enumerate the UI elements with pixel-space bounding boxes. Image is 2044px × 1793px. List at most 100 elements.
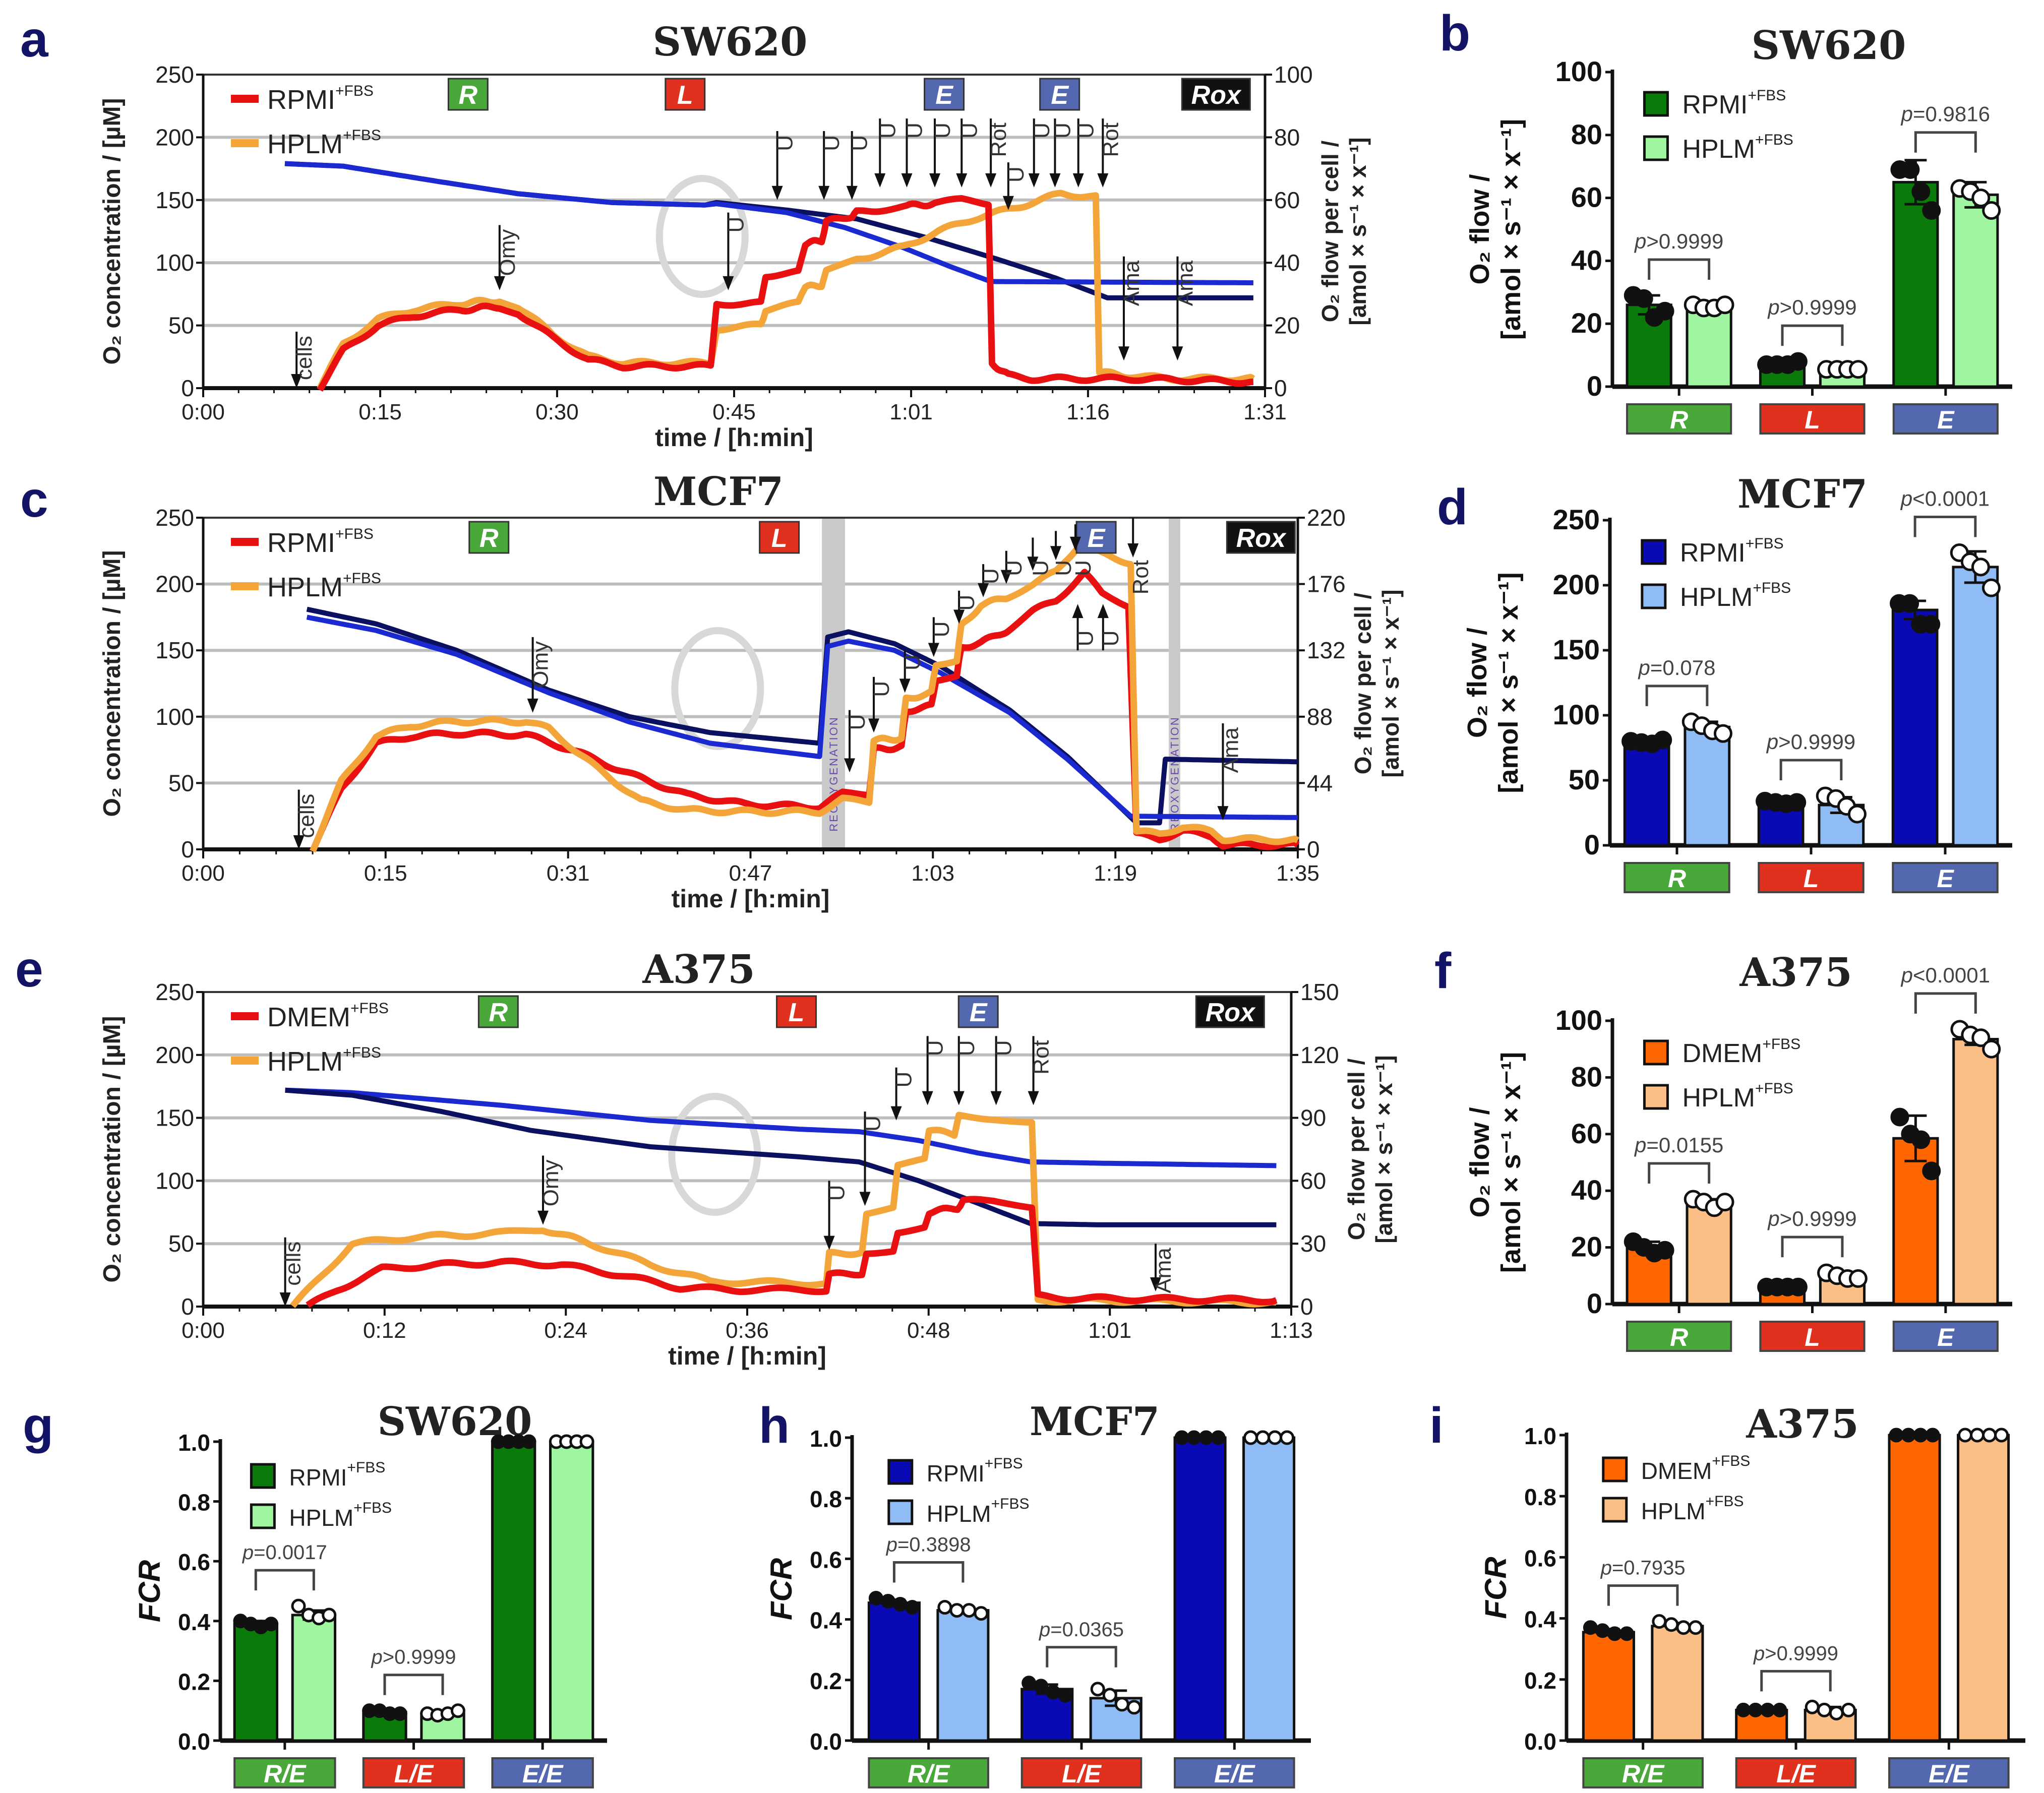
- data-point: [1900, 594, 1919, 613]
- data-point: [1021, 1676, 1037, 1691]
- significance-bracket: [254, 1569, 315, 1591]
- category-label: E/E: [522, 1760, 564, 1788]
- data-point: [1901, 1428, 1916, 1443]
- x-tick-label: 0:30: [535, 400, 579, 424]
- annotation-label: U: [825, 1185, 850, 1201]
- legend-superscript: +FBS: [343, 570, 381, 587]
- annotation-label: U: [957, 122, 982, 139]
- legend-superscript: +FBS: [353, 1500, 392, 1516]
- p-symbol: p: [1766, 730, 1778, 754]
- y-tick-label: 40: [1571, 1174, 1602, 1206]
- p-value: p<0.0001: [1900, 963, 1990, 987]
- arrowhead-icon: [1097, 604, 1109, 619]
- phase-box: [759, 521, 800, 554]
- data-point: [1788, 1277, 1808, 1296]
- p-value: p=0.9816: [1900, 102, 1990, 126]
- y-tick-label: 100: [1555, 55, 1602, 87]
- p-value-text: >0.9999: [1765, 1642, 1838, 1664]
- x-tick-label: 0:00: [182, 1318, 225, 1343]
- data-point: [880, 1594, 895, 1609]
- data-point: [1607, 1626, 1622, 1641]
- phase-label: R: [489, 998, 508, 1027]
- annotation-label: Omy: [495, 229, 520, 276]
- data-point: [291, 1598, 306, 1614]
- y-tick-label: 0.6: [178, 1549, 210, 1575]
- arrowhead-icon: [771, 186, 783, 200]
- data-point: [264, 1617, 279, 1632]
- arrowhead-icon: [1172, 346, 1183, 361]
- data-point: [1634, 289, 1653, 308]
- data-point: [1715, 295, 1734, 315]
- data-point: [1890, 1107, 1909, 1127]
- category-label: R/E: [1622, 1760, 1665, 1788]
- panel-g-bar-chart: g SW6200.00.20.40.60.81.0FCRR/Ep=0.0017L/…: [23, 1397, 607, 1788]
- significance-bracket: [1781, 1235, 1844, 1258]
- data-point: [1676, 1620, 1691, 1635]
- arrowhead-icon: [723, 276, 734, 290]
- data-point: [1736, 1702, 1751, 1717]
- legend-superscript: +FBS: [343, 127, 381, 144]
- arrowhead-icon: [874, 173, 886, 188]
- annotation-label: U: [861, 1116, 885, 1132]
- data-point: [1126, 1700, 1141, 1715]
- arrowhead-icon: [279, 1292, 291, 1307]
- series-line-o2-concentration-dark-: [306, 606, 1298, 826]
- panel-letter: i: [1429, 1397, 1444, 1454]
- annotation-label: U: [845, 714, 870, 730]
- data-point: [1058, 1688, 1073, 1703]
- category-label: E: [1937, 406, 1955, 434]
- arrowhead-icon: [1027, 557, 1039, 571]
- data-point: [961, 1603, 977, 1618]
- x-tick-label: 1:01: [889, 400, 933, 424]
- y-right-axis-label: O₂ flow per cell /: [1343, 1059, 1369, 1241]
- category-box: [1892, 862, 1999, 893]
- data-point: [1971, 189, 1991, 208]
- y-tick-label: 0.0: [178, 1728, 210, 1755]
- p-value: p>0.9999: [1634, 229, 1723, 253]
- x-axis-label: time / [h:min]: [655, 423, 813, 452]
- phase-box: [957, 995, 999, 1028]
- p-value-text: =0.078: [1650, 656, 1716, 679]
- data-point: [1186, 1430, 1201, 1445]
- y-tick-label: 250: [1553, 504, 1600, 535]
- legend-label: HPLM+FBS: [1641, 1493, 1744, 1524]
- panel-letter: a: [20, 11, 49, 68]
- annotation-label: U: [1099, 630, 1123, 646]
- arrowhead-icon: [899, 678, 911, 693]
- bar-hplm-r-e: [291, 1614, 337, 1742]
- panel-d-bar-chart: d MCF7 0 50 100 150 200 250 O₂ flow / [amol × s⁻¹…: [1437, 471, 2012, 893]
- legend-label: HPLM+FBS: [289, 1500, 392, 1531]
- data-point: [1911, 182, 1931, 201]
- bar-rpmi-r-e: [867, 1601, 921, 1742]
- significance-bracket: [1648, 1162, 1711, 1184]
- p-symbol: p: [1767, 1207, 1779, 1230]
- legend-label: RPMI+FBS: [1680, 535, 1784, 568]
- reoxygenation-label: REOXYGENATION: [1168, 716, 1181, 831]
- p-value-text: <0.0001: [1912, 487, 1990, 511]
- y-tick-label: 200: [155, 571, 194, 597]
- annotation-label: cells: [294, 794, 319, 838]
- data-point: [1280, 1430, 1295, 1445]
- data-point: [1889, 1428, 1904, 1443]
- arrowhead-icon: [1028, 173, 1040, 188]
- legend-name: HPLM: [1641, 1498, 1706, 1524]
- arrowhead-icon: [1118, 346, 1129, 361]
- x-tick-label: 0:24: [544, 1318, 587, 1343]
- annotation-label: U: [1004, 166, 1029, 182]
- legend-name: RPMI: [267, 528, 335, 558]
- data-point: [868, 1591, 883, 1606]
- data-point: [1211, 1430, 1226, 1445]
- y-right-tick-label: 0: [1307, 836, 1320, 862]
- y-axis-label: O₂ flow /: [1465, 1107, 1495, 1218]
- chart-title: MCF7: [653, 469, 784, 515]
- p-symbol: p: [242, 1541, 254, 1564]
- series-line-o2-concentration-blue-: [285, 1087, 1277, 1168]
- y-tick-label: 0.2: [178, 1668, 210, 1695]
- category-box: [1020, 1757, 1143, 1788]
- annotation-label: U: [875, 122, 900, 139]
- legend-label: HPLM+FBS: [267, 1044, 381, 1077]
- y-tick-label: 150: [155, 637, 194, 663]
- legend-swatch: [1643, 135, 1669, 161]
- p-value: p>0.9999: [1766, 730, 1855, 754]
- legend-swatch: [1643, 1039, 1669, 1066]
